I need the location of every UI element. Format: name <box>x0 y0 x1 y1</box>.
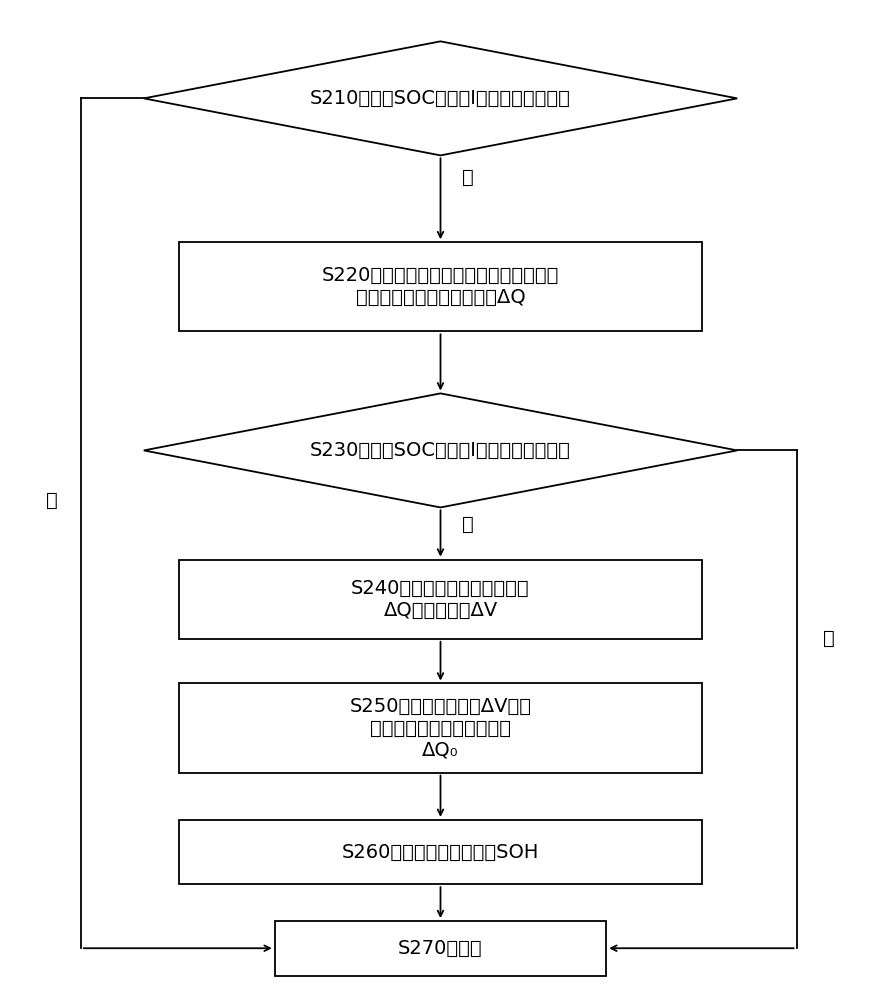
Text: S250，根据变化电压ΔV，确
定对应的电池的老化前容量
ΔQ₀: S250，根据变化电压ΔV，确 定对应的电池的老化前容量 ΔQ₀ <box>350 697 531 760</box>
Text: S210，电池SOC、电流I是否处于限定范围: S210，电池SOC、电流I是否处于限定范围 <box>310 89 571 108</box>
FancyBboxPatch shape <box>179 559 702 639</box>
FancyBboxPatch shape <box>275 921 606 976</box>
Text: S220，对充电或放电过程中的电流进行积
分，计算电池的老化后容量ΔQ: S220，对充电或放电过程中的电流进行积 分，计算电池的老化后容量ΔQ <box>322 266 559 307</box>
Text: 是: 是 <box>463 515 474 534</box>
Polygon shape <box>144 41 737 155</box>
Text: S260，计算并更新当前的SOH: S260，计算并更新当前的SOH <box>342 843 539 862</box>
Text: S230，电池SOC、电流I是否处于限定范围: S230，电池SOC、电流I是否处于限定范围 <box>310 441 571 460</box>
FancyBboxPatch shape <box>179 683 702 773</box>
Text: S240，确定电池的老化后容量
ΔQ和变化电压ΔV: S240，确定电池的老化后容量 ΔQ和变化电压ΔV <box>352 579 529 620</box>
Text: S270，结束: S270，结束 <box>398 939 483 958</box>
Polygon shape <box>144 393 737 507</box>
Text: 是: 是 <box>463 168 474 187</box>
FancyBboxPatch shape <box>179 820 702 884</box>
Text: 否: 否 <box>823 629 834 648</box>
Text: 否: 否 <box>47 490 58 510</box>
FancyBboxPatch shape <box>179 242 702 331</box>
